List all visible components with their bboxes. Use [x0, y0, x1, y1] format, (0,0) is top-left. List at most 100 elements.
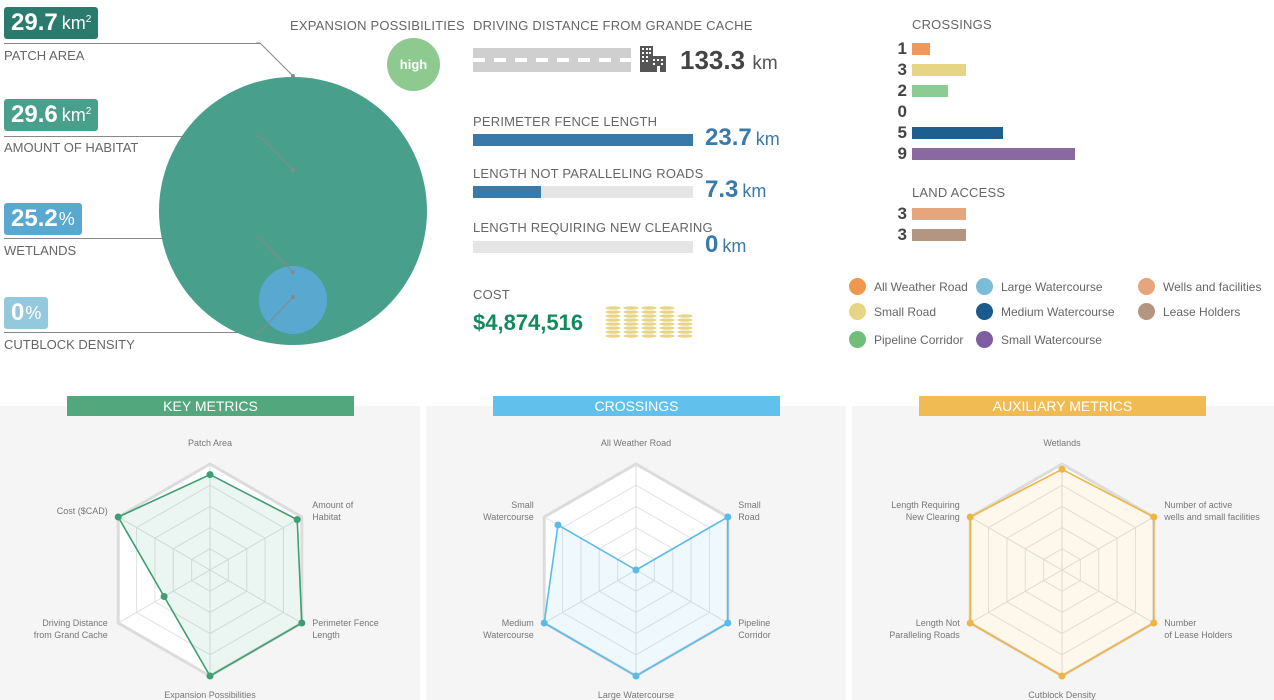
- patch-area-leader-dot: [291, 74, 295, 78]
- auxiliary-metrics-radar-chart: Wetlands Number of active wells and small …: [889, 438, 1260, 700]
- radar-axis-label-line: Cost ($CAD): [57, 506, 108, 516]
- radar-axis-label-line: Driving Distance: [42, 618, 108, 628]
- coin-stacks-icon: [604, 305, 694, 339]
- radar-data-point: [724, 513, 732, 521]
- radar-data-point: [114, 513, 122, 521]
- radar-data-point: [632, 566, 640, 574]
- land-list-bar: [912, 229, 967, 241]
- auxiliary-metrics-title: AUXILIARY METRICS: [919, 396, 1206, 416]
- legend-label: Pipeline Corridor: [874, 332, 964, 347]
- coin: [676, 313, 694, 319]
- coin-stack: [676, 313, 694, 339]
- radar-axis-label-line: Paralleling Roads: [889, 630, 960, 640]
- radar-axis-label: Length Not Paralleling Roads: [889, 618, 960, 640]
- legend-item: Medium Watercourse: [976, 303, 1115, 320]
- radar-axis-label-line: Expansion Possibilities: [164, 690, 256, 700]
- radar-axis-label-line: wells and small facilities: [1163, 512, 1260, 522]
- legend-swatch: [849, 278, 866, 295]
- cutblock-unit: %: [25, 302, 42, 323]
- radar-axis-label: Driving Distance from Grand Cache: [34, 618, 108, 640]
- radar-axis-label: Wetlands: [1043, 438, 1081, 448]
- legend-item: Small Watercourse: [976, 331, 1102, 348]
- habitat-circles-graphic: [159, 42, 427, 345]
- legend-item: Lease Holders: [1138, 303, 1240, 320]
- legend-swatch: [1138, 278, 1155, 295]
- coin: [622, 305, 640, 311]
- crossings-radar-chart: All Weather Road Small Road Pipeline Corrido…: [483, 438, 771, 700]
- radar-axis-label-line: Watercourse: [483, 630, 534, 640]
- coin: [604, 305, 622, 311]
- cutblock-leader-line: [4, 332, 260, 333]
- radar-axis-label-line: Road: [738, 512, 760, 522]
- radar-axis-label-line: of Lease Holders: [1164, 630, 1233, 640]
- legend-label: All Weather Road: [874, 279, 968, 294]
- radar-axis-label: Perimeter Fence Length: [312, 618, 379, 640]
- radar-axis-label-line: New Clearing: [906, 512, 960, 522]
- radar-axis-label-line: Cutblock Density: [1028, 690, 1096, 700]
- distance-label: DRIVING DISTANCE FROM GRANDE CACHE: [473, 18, 753, 33]
- distance-value: 133.3: [680, 45, 746, 75]
- radar-spoke: [1061, 516, 1155, 571]
- expansion-value: high: [399, 57, 428, 72]
- wetlands-leader-diagonal: [256, 237, 294, 273]
- cutblock-label: CUTBLOCK DENSITY: [4, 337, 135, 352]
- radar-spoke: [209, 569, 303, 624]
- wetlands-circle: [259, 266, 327, 334]
- wetlands-value: 25.2: [11, 205, 58, 232]
- wetlands-leader-dot: [291, 270, 295, 274]
- crossings-list-count: 9: [897, 144, 907, 163]
- radar-data-point: [1058, 672, 1066, 680]
- legend-label: Medium Watercourse: [1001, 304, 1115, 319]
- not-paralleling-unit: km: [742, 181, 767, 201]
- habitat-circle: [159, 77, 427, 345]
- radar-axis-label-line: Pipeline: [738, 618, 770, 628]
- radar-data-point: [1150, 513, 1158, 521]
- legend-swatch: [976, 303, 993, 320]
- coin-stack: [604, 305, 622, 339]
- radar-spoke: [1061, 569, 1155, 624]
- radar-axis-label-line: Amount of: [312, 500, 354, 510]
- new-clearing-unit: km: [722, 236, 747, 256]
- coin-stack: [622, 305, 640, 339]
- radar-axis-label: Number of active wells and small faciliti…: [1163, 500, 1260, 522]
- patch-area-value: 29.7: [11, 9, 58, 36]
- legend-item: Pipeline Corridor: [849, 331, 963, 348]
- habitat-unit-sup: 2: [85, 105, 92, 117]
- radar-data-point: [632, 672, 640, 680]
- crossings-radar-title: CROSSINGS: [493, 396, 780, 416]
- radar-data-point: [540, 619, 548, 627]
- patch-area-leader-diagonal: [256, 42, 294, 77]
- wetlands-value-box: 25.2 %: [4, 203, 82, 235]
- radar-axis-label: Amount of Habitat: [312, 500, 354, 522]
- habitat-unit: km: [61, 104, 86, 125]
- land-list-count: 3: [897, 204, 907, 223]
- cutblock-value-box: 0 %: [4, 297, 49, 329]
- radar-data-point: [724, 619, 732, 627]
- radar-axis-label-line: Number: [1164, 618, 1196, 628]
- radar-axis-label-line: Watercourse: [483, 512, 534, 522]
- wetlands-unit: %: [58, 208, 75, 229]
- radar-axis-label: Patch Area: [188, 438, 232, 448]
- crossings-list-bar: [912, 85, 949, 97]
- crossings-list-count: 3: [897, 60, 907, 79]
- road-graphic: [473, 48, 631, 72]
- habitat-leader-line: [4, 136, 260, 137]
- legend-label: Small Watercourse: [1001, 332, 1102, 347]
- habitat-leader-dot: [291, 168, 295, 172]
- radar-axis-label-line: Wetlands: [1043, 438, 1081, 448]
- crossings-list-count: 2: [897, 81, 907, 100]
- radar-data-point: [298, 619, 306, 627]
- patch-area-value-box: 29.7 km2: [4, 7, 99, 39]
- radar-axis-label: Pipeline Corridor: [738, 618, 771, 640]
- crossings-list-bar: [912, 64, 967, 76]
- radar-axis-label-line: Medium: [502, 618, 534, 628]
- habitat-label: AMOUNT OF HABITAT: [4, 140, 139, 155]
- building-icon: [640, 46, 666, 72]
- radar-spoke: [117, 516, 211, 571]
- radar-axis-label: Length Requiring New Clearing: [891, 500, 960, 522]
- radar-axis-label: Medium Watercourse: [483, 618, 534, 640]
- legend-label: Wells and facilities: [1163, 279, 1262, 294]
- radar-axis-label-line: Length: [312, 630, 340, 640]
- legend-item: Small Road: [849, 303, 936, 320]
- legend-swatch: [1138, 303, 1155, 320]
